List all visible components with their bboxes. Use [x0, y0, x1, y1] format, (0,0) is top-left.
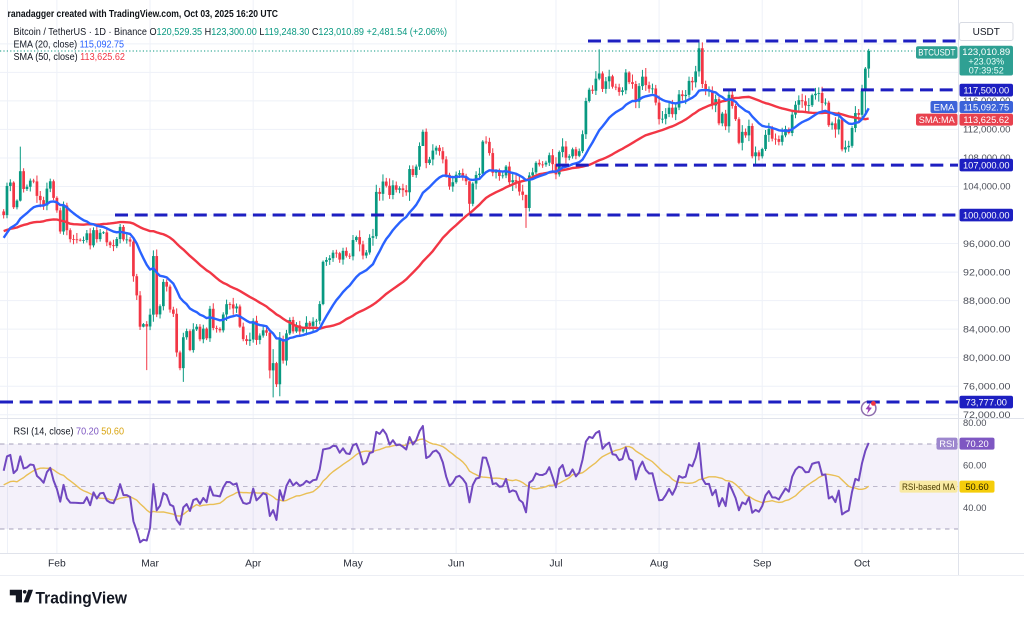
svg-text:BTCUSDT: BTCUSDT	[918, 48, 955, 58]
svg-text:80,000.00: 80,000.00	[963, 353, 1011, 364]
svg-text:EMA: EMA	[934, 102, 956, 112]
svg-text:96,000.00: 96,000.00	[963, 239, 1011, 250]
svg-text:07:39:52: 07:39:52	[969, 66, 1004, 76]
svg-text:SMA:MA: SMA:MA	[919, 115, 956, 125]
svg-text:Feb: Feb	[48, 559, 66, 570]
svg-text:113,625.62: 113,625.62	[963, 115, 1009, 125]
svg-text:Aug: Aug	[650, 559, 669, 570]
svg-text:60.00: 60.00	[963, 460, 987, 471]
svg-text:50.60: 50.60	[965, 482, 988, 492]
svg-text:Oct: Oct	[854, 559, 870, 570]
svg-text:84,000.00: 84,000.00	[963, 324, 1011, 335]
svg-text:104,000.00: 104,000.00	[963, 182, 1011, 193]
svg-text:80.00: 80.00	[963, 418, 987, 429]
svg-text:Mar: Mar	[141, 559, 159, 570]
svg-text:117,500.00: 117,500.00	[963, 85, 1009, 95]
svg-text:Sep: Sep	[753, 559, 772, 570]
svg-text:Jun: Jun	[448, 559, 465, 570]
svg-text:70.20: 70.20	[965, 439, 988, 449]
svg-text:112,000.00: 112,000.00	[963, 125, 1011, 136]
svg-text:76,000.00: 76,000.00	[963, 381, 1011, 392]
svg-text:USDT: USDT	[973, 27, 1000, 38]
svg-text:RSI: RSI	[939, 439, 955, 449]
svg-text:92,000.00: 92,000.00	[963, 267, 1011, 278]
svg-text:+23.03%: +23.03%	[968, 57, 1004, 67]
svg-text:Bitcoin / TetherUS · 1D · Bina: Bitcoin / TetherUS · 1D · Binance O120,5…	[14, 27, 448, 38]
svg-text:72,000.00: 72,000.00	[963, 410, 1011, 421]
svg-text:TradingView: TradingView	[36, 590, 128, 608]
svg-text:88,000.00: 88,000.00	[963, 296, 1011, 307]
svg-text:115,092.75: 115,092.75	[963, 102, 1009, 112]
svg-text:123,010.89: 123,010.89	[962, 47, 1010, 57]
svg-text:100,000.00: 100,000.00	[963, 210, 1010, 220]
svg-text:EMA (20, close) 115,092.75: EMA (20, close) 115,092.75	[14, 40, 125, 51]
svg-text:108,000.00: 108,000.00	[963, 153, 1011, 164]
svg-text:Apr: Apr	[245, 559, 262, 570]
svg-text:40.00: 40.00	[963, 503, 987, 514]
svg-text:May: May	[343, 559, 363, 570]
svg-text:Jul: Jul	[549, 559, 562, 570]
svg-text:73,777.00: 73,777.00	[966, 397, 1007, 407]
svg-text:SMA (50, close) 113,625.62: SMA (50, close) 113,625.62	[14, 52, 126, 63]
svg-text:RSI-based MA: RSI-based MA	[902, 482, 956, 492]
svg-text:ranadagger created with Tradin: ranadagger created with TradingView.com,…	[8, 9, 279, 20]
svg-text:107,000.00: 107,000.00	[963, 160, 1010, 170]
svg-text:RSI (14, close) 70.20 50.60: RSI (14, close) 70.20 50.60	[14, 427, 125, 438]
